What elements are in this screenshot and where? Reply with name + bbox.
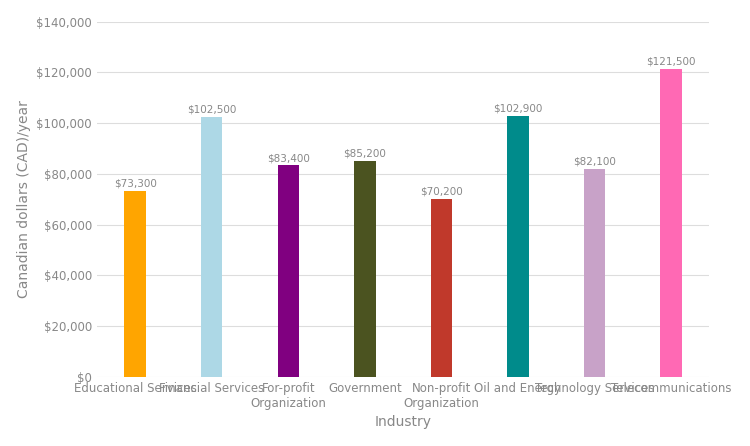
Text: $70,200: $70,200 xyxy=(420,187,463,197)
Text: $121,500: $121,500 xyxy=(646,57,696,66)
Bar xyxy=(507,116,529,377)
Bar xyxy=(278,165,299,377)
Text: $82,100: $82,100 xyxy=(573,157,616,166)
X-axis label: Industry: Industry xyxy=(374,415,431,429)
Text: $102,900: $102,900 xyxy=(494,104,543,114)
Bar xyxy=(661,69,682,377)
Y-axis label: Canadian dollars (CAD)/year: Canadian dollars (CAD)/year xyxy=(16,100,31,298)
Text: $102,500: $102,500 xyxy=(187,105,236,115)
Text: $85,200: $85,200 xyxy=(344,149,386,159)
Bar xyxy=(584,169,605,377)
Bar xyxy=(354,161,376,377)
Bar xyxy=(430,199,452,377)
Bar xyxy=(124,191,146,377)
Bar xyxy=(201,117,223,377)
Text: $83,400: $83,400 xyxy=(267,153,310,163)
Text: $73,300: $73,300 xyxy=(114,179,157,189)
